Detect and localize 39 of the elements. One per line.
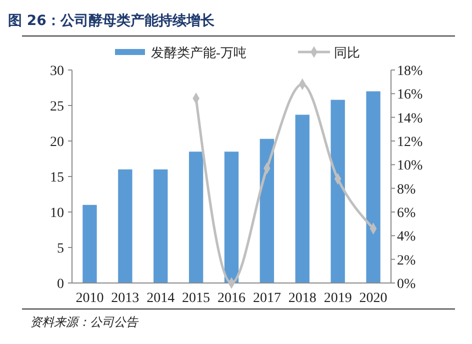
x-tick-label: 2015 xyxy=(182,291,210,306)
x-tick-label: 2013 xyxy=(111,291,140,306)
y-tick-label: 20 xyxy=(50,135,64,150)
chart-title: 图 26：公司酵母类产能持续增长 xyxy=(8,12,216,29)
y-tick-label: 10 xyxy=(50,206,64,221)
bar xyxy=(82,204,97,283)
y-tick-label: 15 xyxy=(50,170,64,186)
bar xyxy=(154,169,168,283)
y2-tick-label: 12% xyxy=(397,135,423,150)
y2-tick-label: 10% xyxy=(397,158,423,174)
y-tick-label: 30 xyxy=(50,64,64,79)
bar xyxy=(330,100,345,283)
x-tick-label: 2014 xyxy=(146,291,175,306)
x-tick-label: 2010 xyxy=(76,291,104,306)
x-tick-label: 2018 xyxy=(288,291,316,306)
x-tick-label: 2016 xyxy=(218,291,246,306)
bar xyxy=(260,138,274,283)
text: 资料来源：公司公告 xyxy=(30,315,139,329)
x-tick-label: 2020 xyxy=(359,291,388,306)
bar xyxy=(366,91,380,283)
y2-tick-label: 14% xyxy=(397,111,423,126)
y2-tick-label: 18% xyxy=(397,64,423,79)
y2-tick-label: 2% xyxy=(397,253,416,268)
y2-tick-label: 16% xyxy=(397,88,423,103)
y-tick-label: 25 xyxy=(50,100,64,114)
legend-label: 发酵类产能-万吨 xyxy=(151,45,246,60)
bar xyxy=(188,152,204,283)
y2-tick-label: 0% xyxy=(397,277,416,292)
y-tick-label: 5 xyxy=(57,242,64,256)
bar xyxy=(118,169,132,283)
legend-label: 同比 xyxy=(334,45,360,60)
y-tick-label: 0 xyxy=(57,277,64,292)
x-tick-label: 2017 xyxy=(252,291,281,306)
bar xyxy=(224,152,239,283)
bar xyxy=(295,114,310,283)
y2-tick-label: 8% xyxy=(397,182,416,198)
x-tick-label: 2019 xyxy=(324,291,352,306)
y2-tick-label: 4% xyxy=(397,230,416,245)
y2-tick-label: 6% xyxy=(397,206,416,221)
